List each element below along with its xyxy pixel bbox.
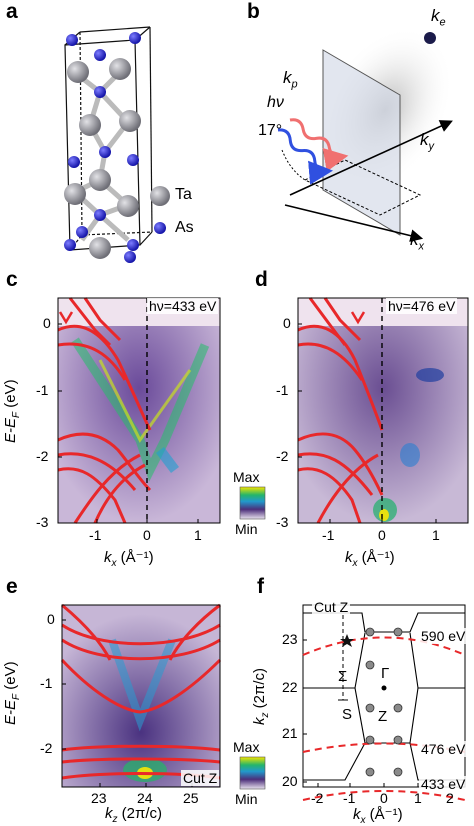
hv-label-c: hν=433 eV [147, 298, 219, 314]
hv-label: hν [267, 94, 284, 111]
xlabel-e: kz (2π/c) [105, 805, 163, 825]
xlabel-d: kx (Å⁻¹) [345, 549, 395, 569]
xlabel-f: kx (Å⁻¹) [353, 806, 403, 826]
xtick-d-2: 1 [432, 527, 440, 543]
energy-label-433: 433 eV [419, 776, 468, 792]
xtick-f-3: 1 [414, 790, 422, 806]
panel-label-b: b [247, 0, 260, 23]
colorbar-max-e: Max [233, 739, 260, 755]
panel-label-c: c [6, 268, 18, 291]
colorbar-min-e: Min [235, 791, 258, 807]
xtick-f-4: 2 [446, 790, 454, 806]
xtick-f-0: -2 [311, 790, 324, 806]
ytick-e-0: 0 [47, 611, 55, 627]
ytick-d-0: 0 [283, 315, 291, 331]
ytick-d-2: -2 [276, 448, 289, 464]
as-atoms [64, 32, 166, 263]
ytick-f-2: 22 [282, 679, 298, 695]
cut-label-f: Cut Z [312, 599, 351, 615]
xtick-d-1: 0 [378, 527, 386, 543]
ta-atoms [64, 58, 170, 259]
ke-label: ke [431, 6, 446, 29]
panel-label-a: a [6, 0, 18, 23]
point-sigma: Σ [338, 668, 348, 685]
xtick-f-2: 0 [380, 790, 388, 806]
colorbar-e [239, 756, 266, 790]
cut-label-e: Cut Z [181, 770, 220, 786]
ytick-e-2: -2 [40, 740, 53, 756]
angle-label: 17° [258, 122, 283, 139]
energy-label-590: 590 eV [419, 628, 468, 644]
ytick-c-0: 0 [43, 315, 51, 331]
electron-sphere [424, 32, 436, 44]
point-z: Z [378, 708, 388, 725]
xtick-d-0: -1 [322, 527, 335, 543]
xtick-e-0: 23 [91, 790, 107, 806]
xlabel-c: kx (Å⁻¹) [104, 549, 154, 569]
ky-label: ky [420, 130, 434, 153]
ylabel-f: kz (2π/c) [251, 667, 271, 725]
xtick-c-2: 1 [194, 527, 202, 543]
point-gamma: Γ [381, 665, 390, 682]
colorbar-max-c: Max [233, 469, 260, 485]
panel-label-e: e [6, 575, 18, 598]
legend-as: As [175, 219, 194, 236]
panel-label-d: d [255, 268, 268, 291]
xtick-c-1: 0 [143, 527, 151, 543]
energy-label-476: 476 eV [419, 741, 468, 757]
hv-label-d: hν=476 eV [386, 298, 458, 314]
panel-label-f: f [257, 575, 264, 598]
crystal-structure [64, 26, 170, 263]
ytick-d-3: -3 [276, 514, 289, 530]
kx-label: kx [410, 230, 424, 253]
ytick-c-3: -3 [36, 514, 49, 530]
colorbar-c [239, 486, 266, 520]
xtick-e-2: 25 [183, 790, 199, 806]
ytick-f-3: 23 [282, 631, 298, 647]
ytick-f-1: 21 [282, 725, 298, 741]
ytick-f-0: 20 [282, 773, 298, 789]
ytick-d-1: -1 [276, 382, 289, 398]
ytick-c-2: -2 [36, 448, 49, 464]
ytick-e-1: -1 [40, 675, 53, 691]
xtick-f-1: -1 [343, 790, 356, 806]
ytick-c-1: -1 [36, 382, 49, 398]
kp-label: kp [283, 68, 298, 91]
geometry-schematic [277, 26, 454, 242]
xtick-c-0: -1 [89, 527, 102, 543]
xtick-e-1: 24 [137, 790, 153, 806]
colorbar-min-c: Min [235, 521, 258, 537]
point-s: S [342, 706, 353, 723]
legend-ta: Ta [175, 186, 192, 203]
